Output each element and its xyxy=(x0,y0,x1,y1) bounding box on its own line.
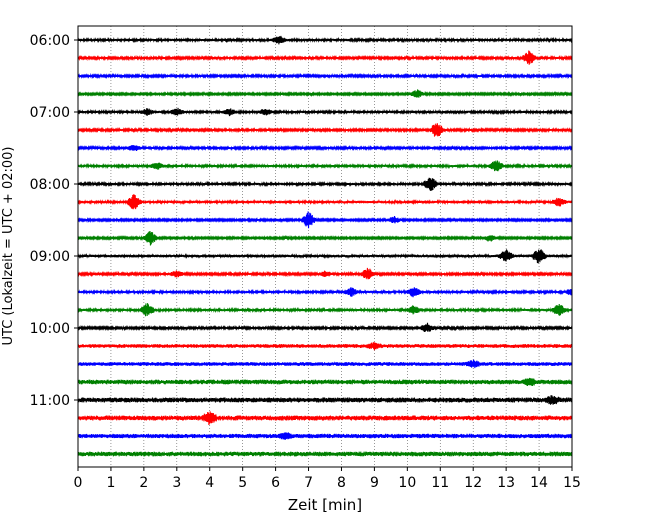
x-tick-label: 15 xyxy=(563,475,581,491)
x-tick-label: 2 xyxy=(139,475,148,491)
y-tick-label: 08:00 xyxy=(30,177,70,193)
x-tick-label: 4 xyxy=(205,475,214,491)
x-tick-label: 5 xyxy=(238,475,247,491)
x-tick-label: 7 xyxy=(304,475,313,491)
x-tick-label: 10 xyxy=(398,475,416,491)
x-tick-label: 9 xyxy=(370,475,379,491)
y-tick-label: 10:00 xyxy=(30,321,70,337)
y-axis: 06:00 07:00 08:00 09:00 10:00 11:00 xyxy=(30,33,78,409)
trace-0815 xyxy=(77,194,573,210)
plot-frame xyxy=(77,25,573,468)
trace-0830 xyxy=(77,211,573,229)
y-tick-label: 11:00 xyxy=(30,393,70,409)
trace-0645 xyxy=(77,89,573,98)
trace-0730 xyxy=(77,144,573,152)
trace-1115 xyxy=(77,411,573,426)
x-tick-label: 11 xyxy=(431,475,449,491)
trace-1000 xyxy=(77,322,573,332)
x-axis: 0 1 2 3 4 5 6 7 8 9 10 11 12 13 14 15 xyxy=(74,467,581,491)
y-tick-label: 07:00 xyxy=(30,105,70,121)
x-tick-label: 8 xyxy=(337,475,346,491)
trace-0915 xyxy=(77,267,573,280)
trace-1015 xyxy=(77,341,573,351)
x-tick-label: 0 xyxy=(74,475,83,491)
trace-1030 xyxy=(77,359,573,369)
x-tick-label: 12 xyxy=(464,475,482,491)
x-tick-label: 14 xyxy=(530,475,548,491)
x-tick-label: 1 xyxy=(106,475,115,491)
trace-0745 xyxy=(77,160,573,172)
trace-0600 xyxy=(77,35,573,45)
y-tick-label: 06:00 xyxy=(30,33,70,49)
trace-0615 xyxy=(77,50,573,65)
y-tick-label: 09:00 xyxy=(30,249,70,265)
traces-group xyxy=(77,35,573,457)
trace-1130 xyxy=(77,432,573,440)
trace-1045 xyxy=(77,377,573,386)
trace-0715 xyxy=(77,123,573,137)
trace-1100 xyxy=(77,395,573,405)
trace-0845 xyxy=(77,231,573,246)
trace-0630 xyxy=(77,72,573,80)
x-tick-label: 6 xyxy=(271,475,280,491)
trace-0945 xyxy=(77,303,573,317)
x-tick-label: 3 xyxy=(172,475,181,491)
x-tick-label: 13 xyxy=(497,475,515,491)
trace-0930 xyxy=(77,287,573,298)
x-axis-label: Zeit [min] xyxy=(288,496,362,514)
trace-0700 xyxy=(77,107,573,117)
trace-0800 xyxy=(77,177,573,191)
trace-1145 xyxy=(77,451,573,457)
trace-0900 xyxy=(77,249,573,264)
y-axis-label: UTC (Lokalzeit = UTC + 02:00) xyxy=(1,147,16,346)
